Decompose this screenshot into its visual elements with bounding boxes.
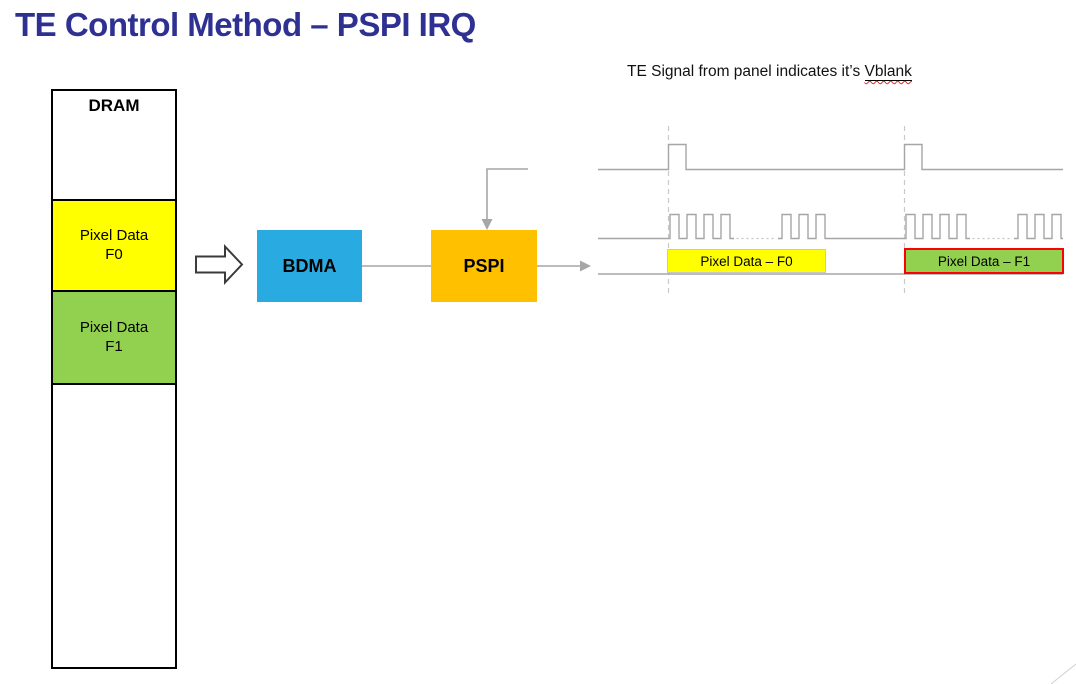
bdma-label: BDMA (282, 255, 337, 276)
elbow-arrow-down-icon (481, 219, 493, 230)
pixel-data-f1-bar-label: Pixel Data – F1 (937, 253, 1031, 269)
spi-clock-waveform (598, 213, 1063, 240)
block-arrow-right-icon (195, 243, 244, 286)
dram-label: DRAM (88, 96, 140, 115)
dram-section-pixel-data-f0: Pixel Data F0 (53, 199, 175, 290)
bdma-block: BDMA (257, 230, 362, 302)
dram-section-f0-label: Pixel Data F0 (79, 226, 149, 263)
pspi-block: PSPI (431, 230, 537, 302)
page-title: TE Control Method – PSPI IRQ (15, 6, 476, 43)
caption-text: TE Signal from panel indicates it’s (627, 63, 865, 80)
pixel-data-f0-bar: Pixel Data – F0 (667, 249, 826, 273)
te-irq-elbow-connector (486, 168, 528, 219)
te-signal-waveform (598, 143, 1063, 171)
corner-diagonal-line (1050, 663, 1076, 684)
pixel-data-f0-bar-label: Pixel Data – F0 (700, 253, 793, 269)
dram-memory-block: DRAM Pixel Data F0 Pixel Data F1 (51, 89, 177, 669)
dram-section-f1-label: Pixel Data F1 (79, 318, 149, 355)
pixel-data-f1-bar: Pixel Data – F1 (904, 248, 1064, 274)
pspi-label: PSPI (463, 255, 505, 276)
te-signal-caption: TE Signal from panel indicates it’s Vbla… (627, 63, 912, 81)
dram-section-pixel-data-f1: Pixel Data F1 (53, 290, 175, 385)
vblank-underlined-word: Vblank (864, 63, 912, 81)
arrow-right-icon (580, 260, 591, 272)
